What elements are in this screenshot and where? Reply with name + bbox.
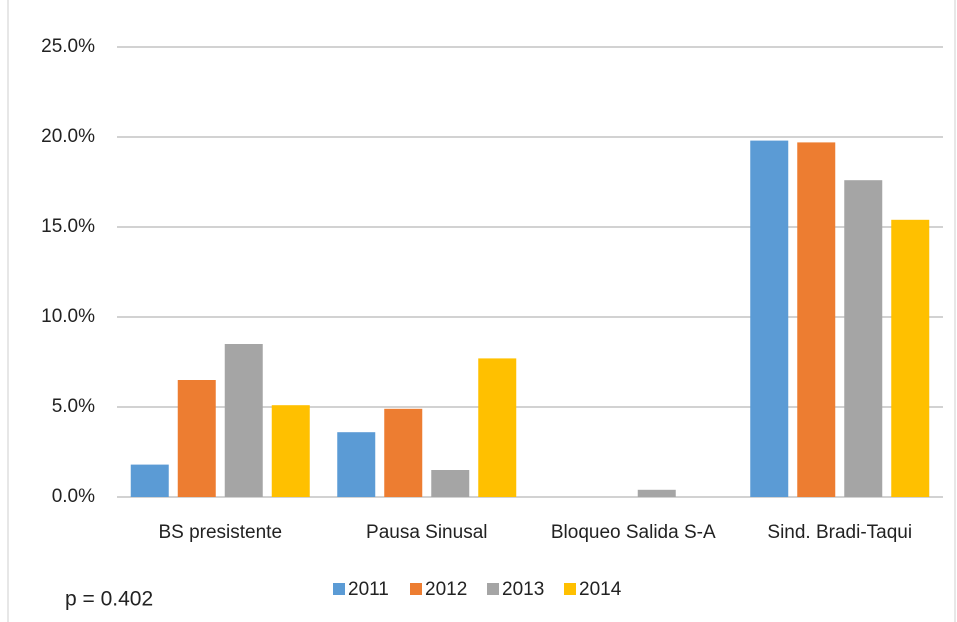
bar [177, 380, 216, 497]
legend-label: 2012 [425, 579, 467, 600]
bar [337, 432, 376, 497]
x-tick-label: Bloqueo Salida S-A [551, 522, 716, 543]
y-tick-label: 15.0% [41, 216, 95, 237]
bar [130, 464, 169, 497]
y-tick-label: 10.0% [41, 306, 95, 327]
annotation: p = 0.402 [65, 588, 153, 611]
y-tick-label: 20.0% [41, 126, 95, 147]
legend-swatch [487, 583, 499, 595]
y-tick-label: 25.0% [41, 36, 95, 57]
bar [478, 358, 517, 497]
legend-swatch [410, 583, 422, 595]
y-tick-label: 5.0% [52, 396, 95, 417]
bar [271, 405, 310, 497]
bar [637, 489, 676, 497]
bar [224, 344, 263, 497]
legend-label: 2011 [348, 579, 389, 600]
bar [750, 140, 789, 497]
x-tick-label: Sind. Bradi-Taqui [767, 522, 912, 543]
y-tick-label: 0.0% [52, 486, 95, 507]
bar [384, 408, 423, 497]
x-tick-label: Pausa Sinusal [366, 522, 487, 543]
bar [844, 180, 883, 497]
legend-swatch [333, 583, 345, 595]
legend-label: 2014 [579, 579, 622, 600]
bar [431, 470, 470, 497]
bar [891, 219, 930, 498]
legend-label: 2013 [502, 579, 544, 600]
legend-swatch [564, 583, 576, 595]
x-tick-label: BS presistente [158, 522, 282, 543]
bar [797, 142, 836, 497]
